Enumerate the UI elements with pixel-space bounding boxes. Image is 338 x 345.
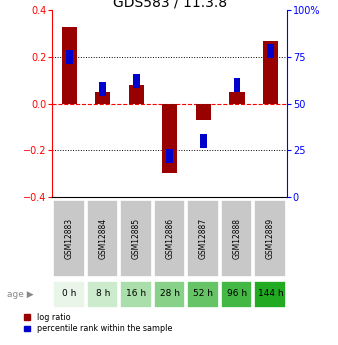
FancyBboxPatch shape — [187, 280, 219, 308]
Bar — [95, 92, 110, 104]
Text: GSM12885: GSM12885 — [132, 217, 141, 259]
FancyBboxPatch shape — [87, 280, 118, 308]
FancyBboxPatch shape — [221, 200, 252, 277]
FancyBboxPatch shape — [120, 200, 152, 277]
Text: 16 h: 16 h — [126, 289, 146, 298]
FancyBboxPatch shape — [187, 200, 219, 277]
FancyBboxPatch shape — [53, 200, 84, 277]
Bar — [133, 74, 140, 88]
Bar — [230, 92, 244, 104]
Text: 0 h: 0 h — [62, 289, 76, 298]
Text: age ▶: age ▶ — [7, 289, 33, 299]
Text: GSM12884: GSM12884 — [98, 217, 107, 259]
FancyBboxPatch shape — [154, 200, 185, 277]
Text: 52 h: 52 h — [193, 289, 213, 298]
Text: GSM12888: GSM12888 — [233, 218, 241, 258]
Bar — [66, 50, 73, 64]
Bar — [234, 78, 240, 92]
Bar — [162, 104, 177, 173]
Text: GSM12887: GSM12887 — [199, 217, 208, 259]
Text: 8 h: 8 h — [96, 289, 110, 298]
Title: GDS583 / 11.3.8: GDS583 / 11.3.8 — [113, 0, 227, 9]
Legend: log ratio, percentile rank within the sample: log ratio, percentile rank within the sa… — [24, 313, 172, 333]
Bar — [62, 27, 77, 103]
Bar — [129, 85, 144, 104]
Text: 28 h: 28 h — [160, 289, 180, 298]
Text: GSM12886: GSM12886 — [165, 217, 174, 259]
FancyBboxPatch shape — [255, 200, 286, 277]
FancyBboxPatch shape — [87, 200, 118, 277]
Bar — [99, 82, 106, 96]
Bar — [167, 149, 173, 162]
Bar — [263, 41, 278, 104]
FancyBboxPatch shape — [53, 280, 84, 308]
FancyBboxPatch shape — [120, 280, 152, 308]
Bar — [196, 104, 211, 120]
FancyBboxPatch shape — [255, 280, 286, 308]
FancyBboxPatch shape — [154, 280, 185, 308]
Bar — [200, 134, 207, 148]
FancyBboxPatch shape — [221, 280, 252, 308]
Bar — [267, 45, 274, 58]
Text: 96 h: 96 h — [227, 289, 247, 298]
Text: GSM12889: GSM12889 — [266, 217, 275, 259]
Text: 144 h: 144 h — [258, 289, 283, 298]
Text: GSM12883: GSM12883 — [65, 217, 74, 259]
